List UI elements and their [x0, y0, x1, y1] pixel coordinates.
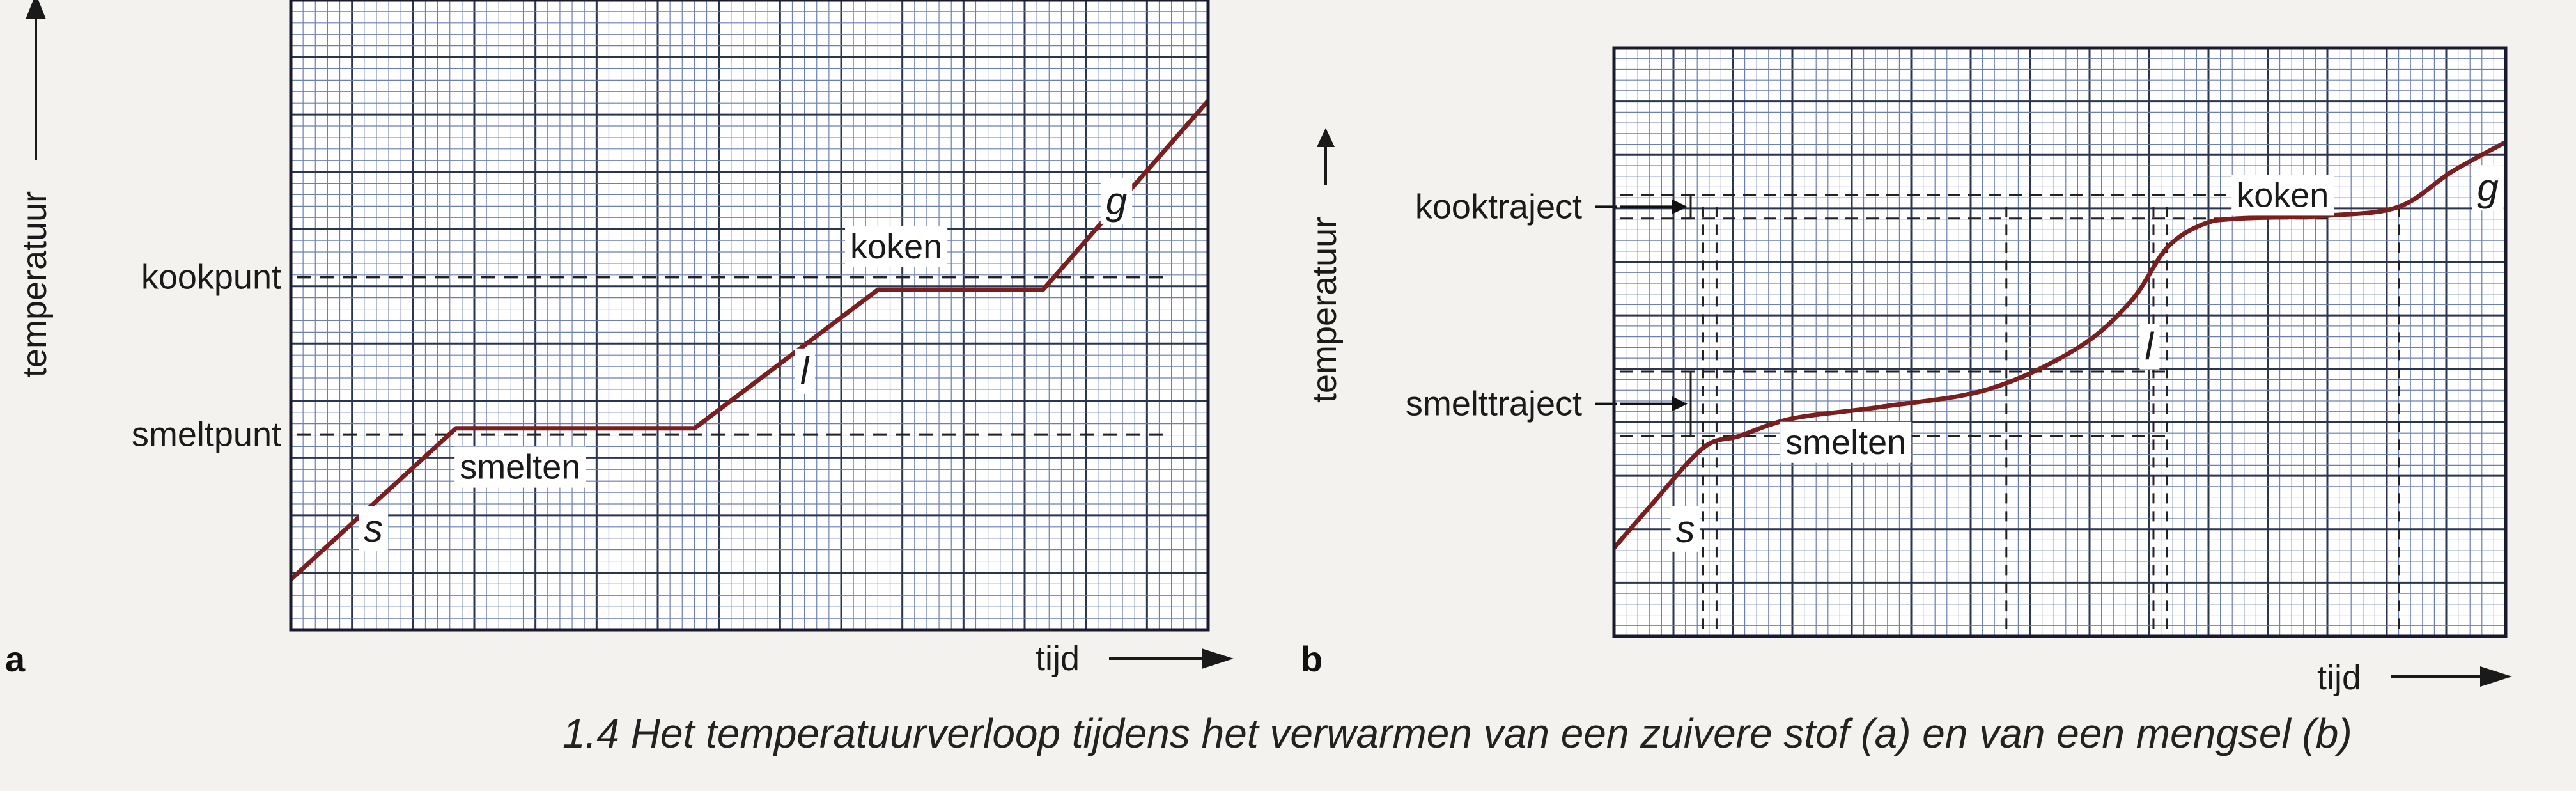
chart-b-frame	[1612, 46, 2508, 638]
curve-annotation: koken	[2237, 176, 2329, 214]
chart-a-xlabel-arrowhead	[1202, 648, 1234, 669]
chart-b: kooktraject smelttraject s smelten l koken g t…	[1301, 46, 2512, 697]
figure-caption: 1.4 Het temperatuurverloop tijdens het v…	[563, 710, 2352, 756]
annotation-background	[454, 446, 586, 488]
chart-a-annotations: kookpunt smeltpunt s smelten l koken g	[132, 178, 1133, 552]
reference-label: kooktraject	[1415, 187, 1582, 226]
curve-annotation: smelten	[1785, 423, 1906, 462]
annotation-background	[2472, 165, 2504, 211]
chart-b-xlabel-arrowhead	[2480, 666, 2512, 687]
annotation-background	[359, 506, 389, 552]
chart-b-ylabel-arrowhead	[1317, 128, 1335, 147]
reference-label: kookpunt	[141, 258, 281, 296]
chart-a-panel-letter: a	[5, 639, 26, 679]
chart-a-ylabel: temperatuur	[15, 191, 54, 377]
annotation-background	[2139, 324, 2160, 370]
chart-b-ylabel: temperatuur	[1305, 217, 1344, 403]
chart-a: kookpunt smeltpunt s smelten l koken g tempera…	[5, 0, 1234, 679]
chart-b-paper	[1614, 48, 2506, 636]
chart-b-curve	[1612, 140, 2507, 550]
range-arrowhead	[1672, 396, 1688, 412]
range-bracket	[1681, 194, 1692, 220]
annotation-background	[1100, 178, 1133, 224]
curve-annotation: s	[1676, 508, 1695, 551]
chart-b-grid	[1613, 47, 2507, 638]
chart-a-ylabel-arrowhead	[26, 0, 46, 19]
chart-b-ylabel-group: temperatuur	[1305, 128, 1344, 403]
curve-annotation: l	[2145, 325, 2154, 368]
curve-annotation: g	[1106, 180, 1127, 223]
chart-a-paper	[291, 0, 1208, 630]
annotation-background	[845, 226, 948, 267]
annotation-background	[1780, 421, 1912, 463]
curve-annotation: g	[2477, 166, 2498, 209]
curve-annotation: l	[800, 350, 810, 393]
chart-a-curve	[289, 99, 1210, 581]
chart-a-xlabel: tijd	[1036, 639, 1080, 678]
annotation-background	[1670, 506, 1700, 552]
curve-annotation: s	[364, 507, 383, 550]
chart-b-xlabel: tijd	[2317, 659, 2361, 697]
range-arrowhead	[1672, 199, 1688, 215]
curve-annotation: smelten	[460, 448, 580, 487]
curve-annotation: koken	[850, 228, 942, 266]
annotation-background	[795, 348, 815, 394]
chart-a-reference-lines	[297, 276, 1170, 436]
chart-b-annotations: kooktraject smelttraject s smelten l koken g	[1406, 165, 2504, 552]
chart-a-ylabel-group: temperatuur	[15, 0, 54, 377]
reference-label: smelttraject	[1406, 385, 1582, 423]
reference-label: smeltpunt	[132, 416, 281, 454]
chart-a-grid	[290, 0, 1209, 631]
chart-a-frame	[289, 0, 1210, 632]
chart-b-panel-letter: b	[1301, 639, 1323, 679]
annotation-background	[2231, 175, 2334, 216]
range-bracket	[1681, 370, 1692, 437]
